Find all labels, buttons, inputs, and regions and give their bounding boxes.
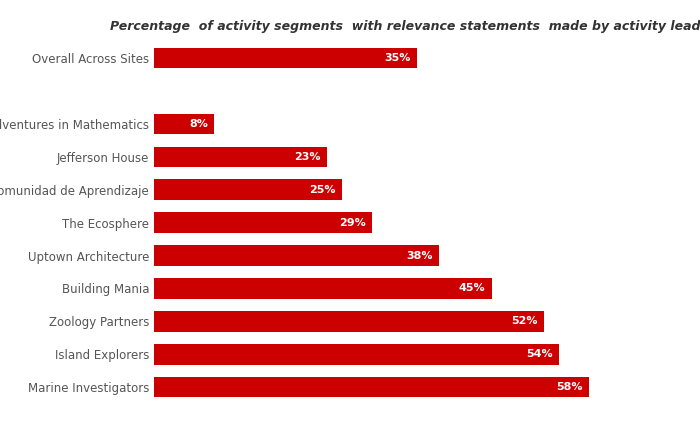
Text: 54%: 54% xyxy=(526,349,553,360)
Bar xyxy=(154,212,372,233)
Bar xyxy=(154,245,439,266)
Bar xyxy=(154,147,326,167)
Text: 35%: 35% xyxy=(384,53,410,63)
Bar xyxy=(154,179,342,200)
Bar xyxy=(154,278,491,298)
Bar xyxy=(154,311,544,332)
Text: 29%: 29% xyxy=(339,218,365,228)
Text: 45%: 45% xyxy=(459,284,486,293)
Text: 52%: 52% xyxy=(512,316,538,326)
Text: 38%: 38% xyxy=(407,251,433,260)
Text: 8%: 8% xyxy=(189,119,208,129)
Text: 25%: 25% xyxy=(309,185,335,195)
Bar xyxy=(154,48,416,68)
Bar xyxy=(154,114,214,134)
Bar xyxy=(154,377,589,397)
Text: 23%: 23% xyxy=(294,152,321,162)
Bar xyxy=(154,344,559,365)
Text: 58%: 58% xyxy=(556,382,583,392)
Title: Percentage  of activity segments  with relevance statements  made by activity le: Percentage of activity segments with rel… xyxy=(110,20,700,33)
